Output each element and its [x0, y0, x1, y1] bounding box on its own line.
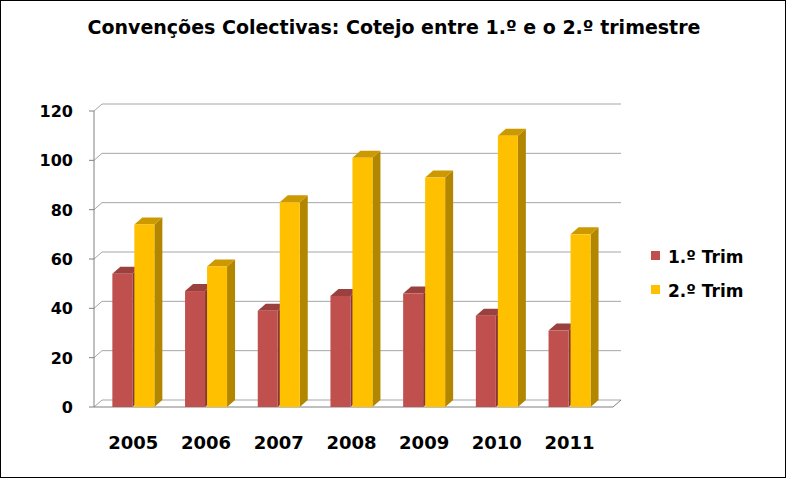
bar — [498, 136, 518, 407]
bar-top — [280, 195, 308, 202]
bar — [476, 316, 496, 407]
y-tick — [89, 407, 94, 408]
legend-swatch — [651, 251, 660, 260]
bar — [549, 331, 569, 407]
y-tick-label: 40 — [51, 299, 73, 318]
bar-side — [300, 195, 308, 407]
bars — [112, 129, 598, 407]
y-tick — [89, 160, 94, 161]
grid — [89, 104, 621, 407]
bar — [352, 158, 372, 407]
bar-top — [571, 227, 599, 234]
y-tick-label: 120 — [40, 102, 73, 121]
bar — [112, 274, 132, 407]
y-tick-label: 20 — [51, 349, 73, 368]
x-tick-label: 2007 — [254, 432, 304, 453]
x-tick-label: 2009 — [399, 432, 449, 453]
grid-line — [94, 104, 621, 111]
bar-side — [591, 227, 599, 407]
legend-label: 2.º Trim — [668, 281, 743, 301]
bar-top — [498, 129, 526, 136]
bar — [425, 178, 445, 407]
bar — [280, 202, 300, 407]
bar-top — [352, 151, 380, 158]
x-tick-label: 2010 — [472, 432, 522, 453]
legend-label: 1.º Trim — [668, 247, 743, 267]
legend: 1.º Trim 2.º Trim — [651, 247, 743, 301]
y-axis — [94, 111, 95, 407]
bar — [403, 294, 423, 407]
x-tick-label: 2005 — [108, 432, 158, 453]
y-tick — [89, 308, 94, 309]
chart-title: Convenções Colectivas: Cotejo entre 1.º … — [84, 15, 704, 40]
legend-swatch — [651, 285, 660, 294]
bar-top — [425, 171, 453, 178]
chart-frame: Convenções Colectivas: Cotejo entre 1.º … — [0, 0, 786, 478]
bar — [330, 296, 350, 407]
bar-side — [518, 129, 526, 407]
y-tick-label: 80 — [51, 201, 73, 220]
bar-side — [154, 217, 162, 407]
y-tick — [89, 259, 94, 260]
y-tick — [89, 209, 94, 210]
x-tick-label: 2006 — [181, 432, 231, 453]
y-tick-label: 60 — [51, 250, 73, 269]
bar-top — [207, 259, 235, 266]
chart-svg: 0 20 40 60 80 100 120 2005 2006 2007 2008 2009 2010 2… — [1, 1, 785, 477]
bar-side — [227, 259, 235, 407]
x-tick-label: 2011 — [544, 432, 594, 453]
bar-side — [372, 151, 380, 407]
bar — [571, 234, 591, 407]
y-tick-label: 0 — [62, 398, 73, 417]
y-tick — [89, 111, 94, 112]
x-tick-label: 2008 — [326, 432, 376, 453]
y-tick — [89, 357, 94, 358]
y-tick-label: 100 — [40, 151, 73, 170]
bar — [258, 311, 278, 407]
bar — [134, 224, 154, 407]
bar — [185, 291, 205, 407]
bar-top — [134, 217, 162, 224]
bar-side — [445, 171, 453, 407]
bar — [207, 266, 227, 407]
